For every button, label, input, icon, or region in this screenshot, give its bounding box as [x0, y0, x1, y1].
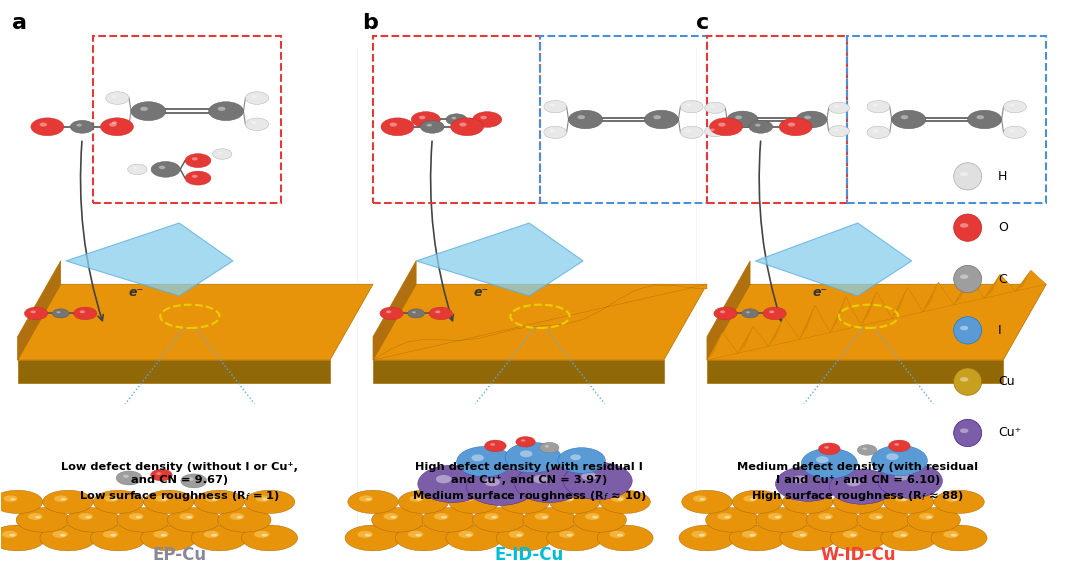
Ellipse shape: [127, 164, 147, 175]
Ellipse shape: [408, 309, 424, 318]
Ellipse shape: [467, 498, 472, 500]
Polygon shape: [769, 316, 784, 346]
Ellipse shape: [451, 117, 456, 120]
Ellipse shape: [212, 498, 217, 500]
Ellipse shape: [700, 498, 705, 500]
Bar: [373, 36, 540, 203]
Ellipse shape: [829, 469, 894, 504]
Ellipse shape: [237, 516, 243, 519]
Ellipse shape: [192, 175, 198, 178]
Ellipse shape: [106, 118, 129, 131]
Text: H: H: [998, 170, 1008, 183]
Ellipse shape: [567, 534, 572, 537]
Ellipse shape: [653, 115, 661, 120]
Ellipse shape: [418, 465, 487, 502]
Ellipse shape: [617, 534, 623, 537]
Ellipse shape: [211, 534, 217, 537]
Ellipse shape: [828, 102, 849, 114]
Ellipse shape: [750, 534, 755, 537]
Ellipse shape: [153, 531, 168, 538]
Ellipse shape: [718, 122, 726, 127]
Ellipse shape: [960, 223, 969, 228]
Ellipse shape: [895, 472, 909, 481]
Ellipse shape: [185, 154, 211, 168]
Ellipse shape: [828, 125, 849, 137]
Ellipse shape: [411, 111, 441, 127]
Ellipse shape: [159, 166, 165, 169]
Text: a: a: [12, 13, 27, 33]
Ellipse shape: [873, 130, 878, 132]
Ellipse shape: [889, 440, 910, 452]
Ellipse shape: [824, 446, 829, 449]
Ellipse shape: [510, 495, 524, 502]
Polygon shape: [738, 326, 769, 353]
Ellipse shape: [111, 498, 117, 500]
Ellipse shape: [787, 122, 795, 127]
Ellipse shape: [366, 498, 372, 500]
Text: Medium defect density (with residual
I and Cu⁺, and CN = 6.10)
High surface roug: Medium defect density (with residual I a…: [738, 462, 978, 503]
Ellipse shape: [109, 122, 117, 127]
Ellipse shape: [960, 326, 969, 331]
Ellipse shape: [868, 513, 883, 520]
Text: e⁻: e⁻: [812, 287, 827, 299]
Ellipse shape: [780, 525, 836, 551]
Ellipse shape: [345, 525, 401, 551]
Ellipse shape: [540, 442, 559, 453]
Ellipse shape: [704, 102, 726, 114]
Ellipse shape: [805, 115, 811, 120]
Polygon shape: [954, 278, 985, 305]
Ellipse shape: [954, 265, 982, 292]
Ellipse shape: [894, 495, 908, 502]
Ellipse shape: [769, 311, 774, 314]
Ellipse shape: [194, 490, 244, 513]
Ellipse shape: [544, 101, 567, 113]
Ellipse shape: [775, 466, 840, 501]
Ellipse shape: [883, 490, 934, 513]
Text: e⁻: e⁻: [129, 287, 144, 299]
Ellipse shape: [10, 498, 16, 500]
Ellipse shape: [693, 495, 706, 502]
Ellipse shape: [252, 121, 257, 124]
Ellipse shape: [819, 513, 833, 520]
Ellipse shape: [807, 507, 860, 532]
Ellipse shape: [892, 110, 926, 129]
Ellipse shape: [186, 516, 192, 519]
Ellipse shape: [720, 311, 725, 314]
Ellipse shape: [244, 490, 295, 513]
Polygon shape: [831, 297, 846, 332]
Ellipse shape: [419, 116, 426, 120]
Ellipse shape: [858, 445, 877, 455]
Polygon shape: [373, 360, 664, 383]
Ellipse shape: [0, 525, 45, 551]
Ellipse shape: [446, 525, 502, 551]
Ellipse shape: [680, 101, 703, 113]
Ellipse shape: [825, 516, 832, 519]
Ellipse shape: [70, 120, 94, 133]
Ellipse shape: [420, 120, 444, 133]
Ellipse shape: [435, 311, 441, 314]
Ellipse shape: [365, 534, 372, 537]
Ellipse shape: [954, 316, 982, 344]
Ellipse shape: [570, 454, 581, 460]
Ellipse shape: [54, 495, 68, 502]
Ellipse shape: [262, 498, 268, 500]
Ellipse shape: [256, 495, 270, 502]
Ellipse shape: [793, 475, 807, 483]
Bar: [93, 36, 282, 203]
Ellipse shape: [473, 111, 502, 127]
Ellipse shape: [727, 111, 758, 128]
Ellipse shape: [710, 105, 715, 108]
Ellipse shape: [408, 531, 423, 538]
Ellipse shape: [409, 495, 423, 502]
Ellipse shape: [523, 507, 576, 532]
Ellipse shape: [851, 498, 856, 500]
Ellipse shape: [446, 114, 467, 125]
Ellipse shape: [208, 102, 243, 121]
Ellipse shape: [151, 469, 172, 481]
Ellipse shape: [218, 107, 226, 111]
Ellipse shape: [976, 115, 984, 120]
Ellipse shape: [842, 531, 859, 538]
Polygon shape: [923, 282, 939, 312]
Ellipse shape: [218, 507, 271, 532]
Ellipse shape: [880, 525, 936, 551]
